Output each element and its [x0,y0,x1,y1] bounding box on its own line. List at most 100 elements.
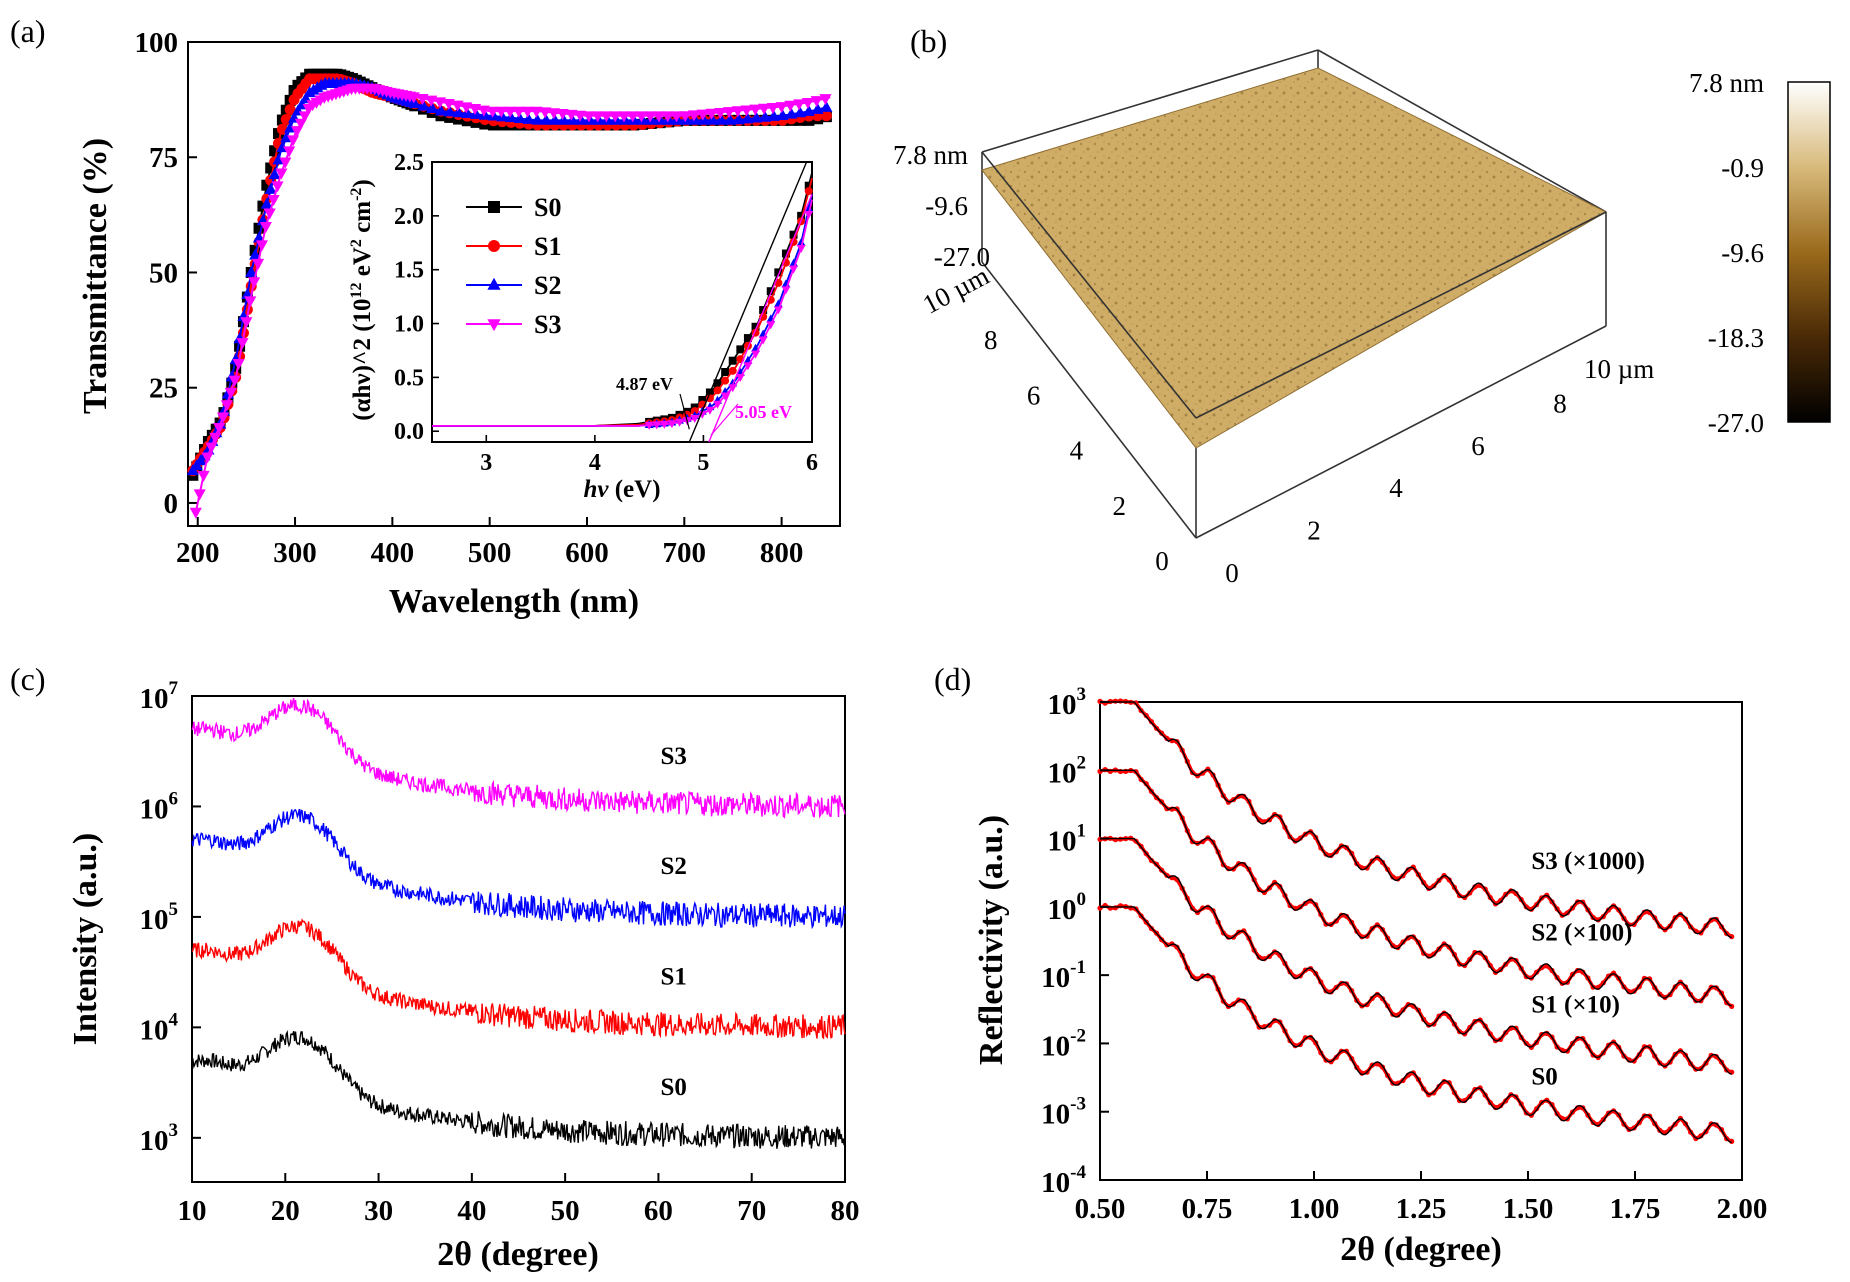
inset-legend-marker [488,240,500,252]
panel-a-point-S3 [600,111,613,123]
inset-ylabel-exp2: 2 [348,239,365,247]
panel-a-point-S3 [504,106,517,118]
inset-tangent-s3 [708,194,813,443]
panel-a-xtick-label: 300 [273,537,317,569]
panel-d-point [1647,909,1653,916]
panel-a-point-S3 [271,181,284,193]
panel-a-point-S2 [264,182,277,194]
panel-c-frame [191,695,846,1183]
panel-c-ytick-label: 105 [140,899,179,936]
panel-c-label: (c) [10,661,46,697]
inset-point-S1 [804,187,813,196]
panel-a-point-S1 [820,110,832,122]
panel-a-point-S3 [635,111,648,123]
inset-series-S3 [432,199,814,430]
panel-a-point-S3 [696,109,709,121]
panel-a-point-S3 [749,104,762,116]
panel-a-point-S3 [521,106,534,118]
panel-d-point [1112,837,1118,843]
panel-a-point-S3 [287,135,300,147]
panel-a-point-S2 [776,108,789,120]
panel-a-point-S3 [801,97,814,109]
panel-d-point [1117,698,1124,704]
panel-a-point-S0 [269,145,281,157]
afm-box-edge-left-bottom [981,261,1197,539]
panel-a-point-S3 [574,110,587,122]
panel-d-xtick-label: 2.00 [1717,1193,1768,1225]
panel-a-point-S3 [775,102,788,114]
panel-a-point-S2 [723,113,737,125]
panel-d-series-S2 (×100) [1097,767,1735,1010]
panel-c-xtick-label: 40 [457,1195,486,1227]
panel-a-point-S3 [259,221,272,233]
panel-d-point [1302,900,1308,907]
panel-a-point-S2 [452,106,465,118]
inset-point-S1 [690,407,699,416]
panel-d-xtick-label: 0.50 [1075,1193,1126,1225]
inset-point-S0 [713,379,722,388]
panel-d-series-tag: S0 [1531,1064,1557,1091]
panel-d-point [1498,897,1504,904]
panel-a-point-S0 [230,362,242,374]
panel-d-ytick-label: 101 [1048,821,1087,858]
inset-point-S3 [667,420,677,429]
panel-a-series [186,68,833,519]
inset-ytick-label: 1.0 [394,312,424,338]
panel-a-point-S3 [205,442,218,454]
panel-a-point-S3 [294,118,307,130]
panel-c-xlabel: 2θ (degree) [437,1236,599,1273]
afm-z-label-bottom: -27.0 [934,242,990,272]
inset-legend-marker [488,201,500,213]
panel-a-point-S3 [565,109,578,121]
panel-a-point-S0 [273,128,285,140]
inset-ylabel-unit: eV [349,247,376,282]
panel-d-series-S0 [1097,902,1735,1144]
panel-a-point-S3 [670,111,683,123]
panel-d-point [1343,913,1350,919]
panel-d-ytick-label: 10-2 [1041,1025,1086,1062]
panel-d-series-tag: S2 (×100) [1531,920,1632,947]
panel-a-point-S3 [298,111,311,123]
inset-point-S3 [697,410,707,419]
panel-a-point-S3 [442,98,455,110]
panel-a-point-S3 [819,94,832,106]
inset-point-S1 [728,366,737,375]
panel-a-point-S2 [820,100,833,112]
panel-a-point-S2 [706,113,719,125]
inset-point-S3 [705,406,715,415]
inset-point-S1 [713,386,722,395]
afm-x-axis-label: 10 µm [1584,354,1654,384]
panel-c-ticks: 10 20 30 40 50 60 70 80 103 104 105 106 107 [140,678,860,1227]
afm-y-tick-label: 8 [984,325,998,355]
panel-a-point-S2 [249,248,262,260]
panel-c-series [191,697,846,1149]
panel-d-point [1123,768,1129,775]
panel-d-point [1297,835,1303,841]
panel-d-measured-S3 (×1000) [1099,699,1733,939]
panel-c-line-S1 [191,918,846,1040]
panel-a-point-S0 [253,222,265,234]
inset-point-S0 [804,181,813,190]
panel-a-point-S2 [443,105,456,117]
panel-a-point-S2 [513,112,526,124]
panel-a-point-S3 [626,111,639,123]
panel-a-point-S3 [248,277,261,289]
panel-a-point-S3 [539,107,552,119]
inset-point-S3 [804,211,814,220]
panel-a-point-S2 [732,113,745,125]
inset-ylabel-exp3: -2 [348,188,365,201]
panel-a-point-S2 [741,112,754,124]
panel-a-point-S3 [679,111,692,123]
panel-a-point-S2 [802,104,815,116]
afm-box-edge-right-top [1317,49,1607,213]
panel-d-series-tags: S0 S1 (×10) S2 (×100) S3 (×1000) [1531,848,1645,1090]
panel-c-xtick-label: 30 [364,1195,393,1227]
panel-a-point-S3 [209,432,222,444]
panel-a-point-S2 [759,110,772,122]
colorbar [1787,81,1831,423]
panel-a-xlabel: Wavelength (nm) [389,583,639,620]
inset-annotation-arrow-s0 [679,393,690,430]
panel-a-point-S2 [811,102,824,114]
